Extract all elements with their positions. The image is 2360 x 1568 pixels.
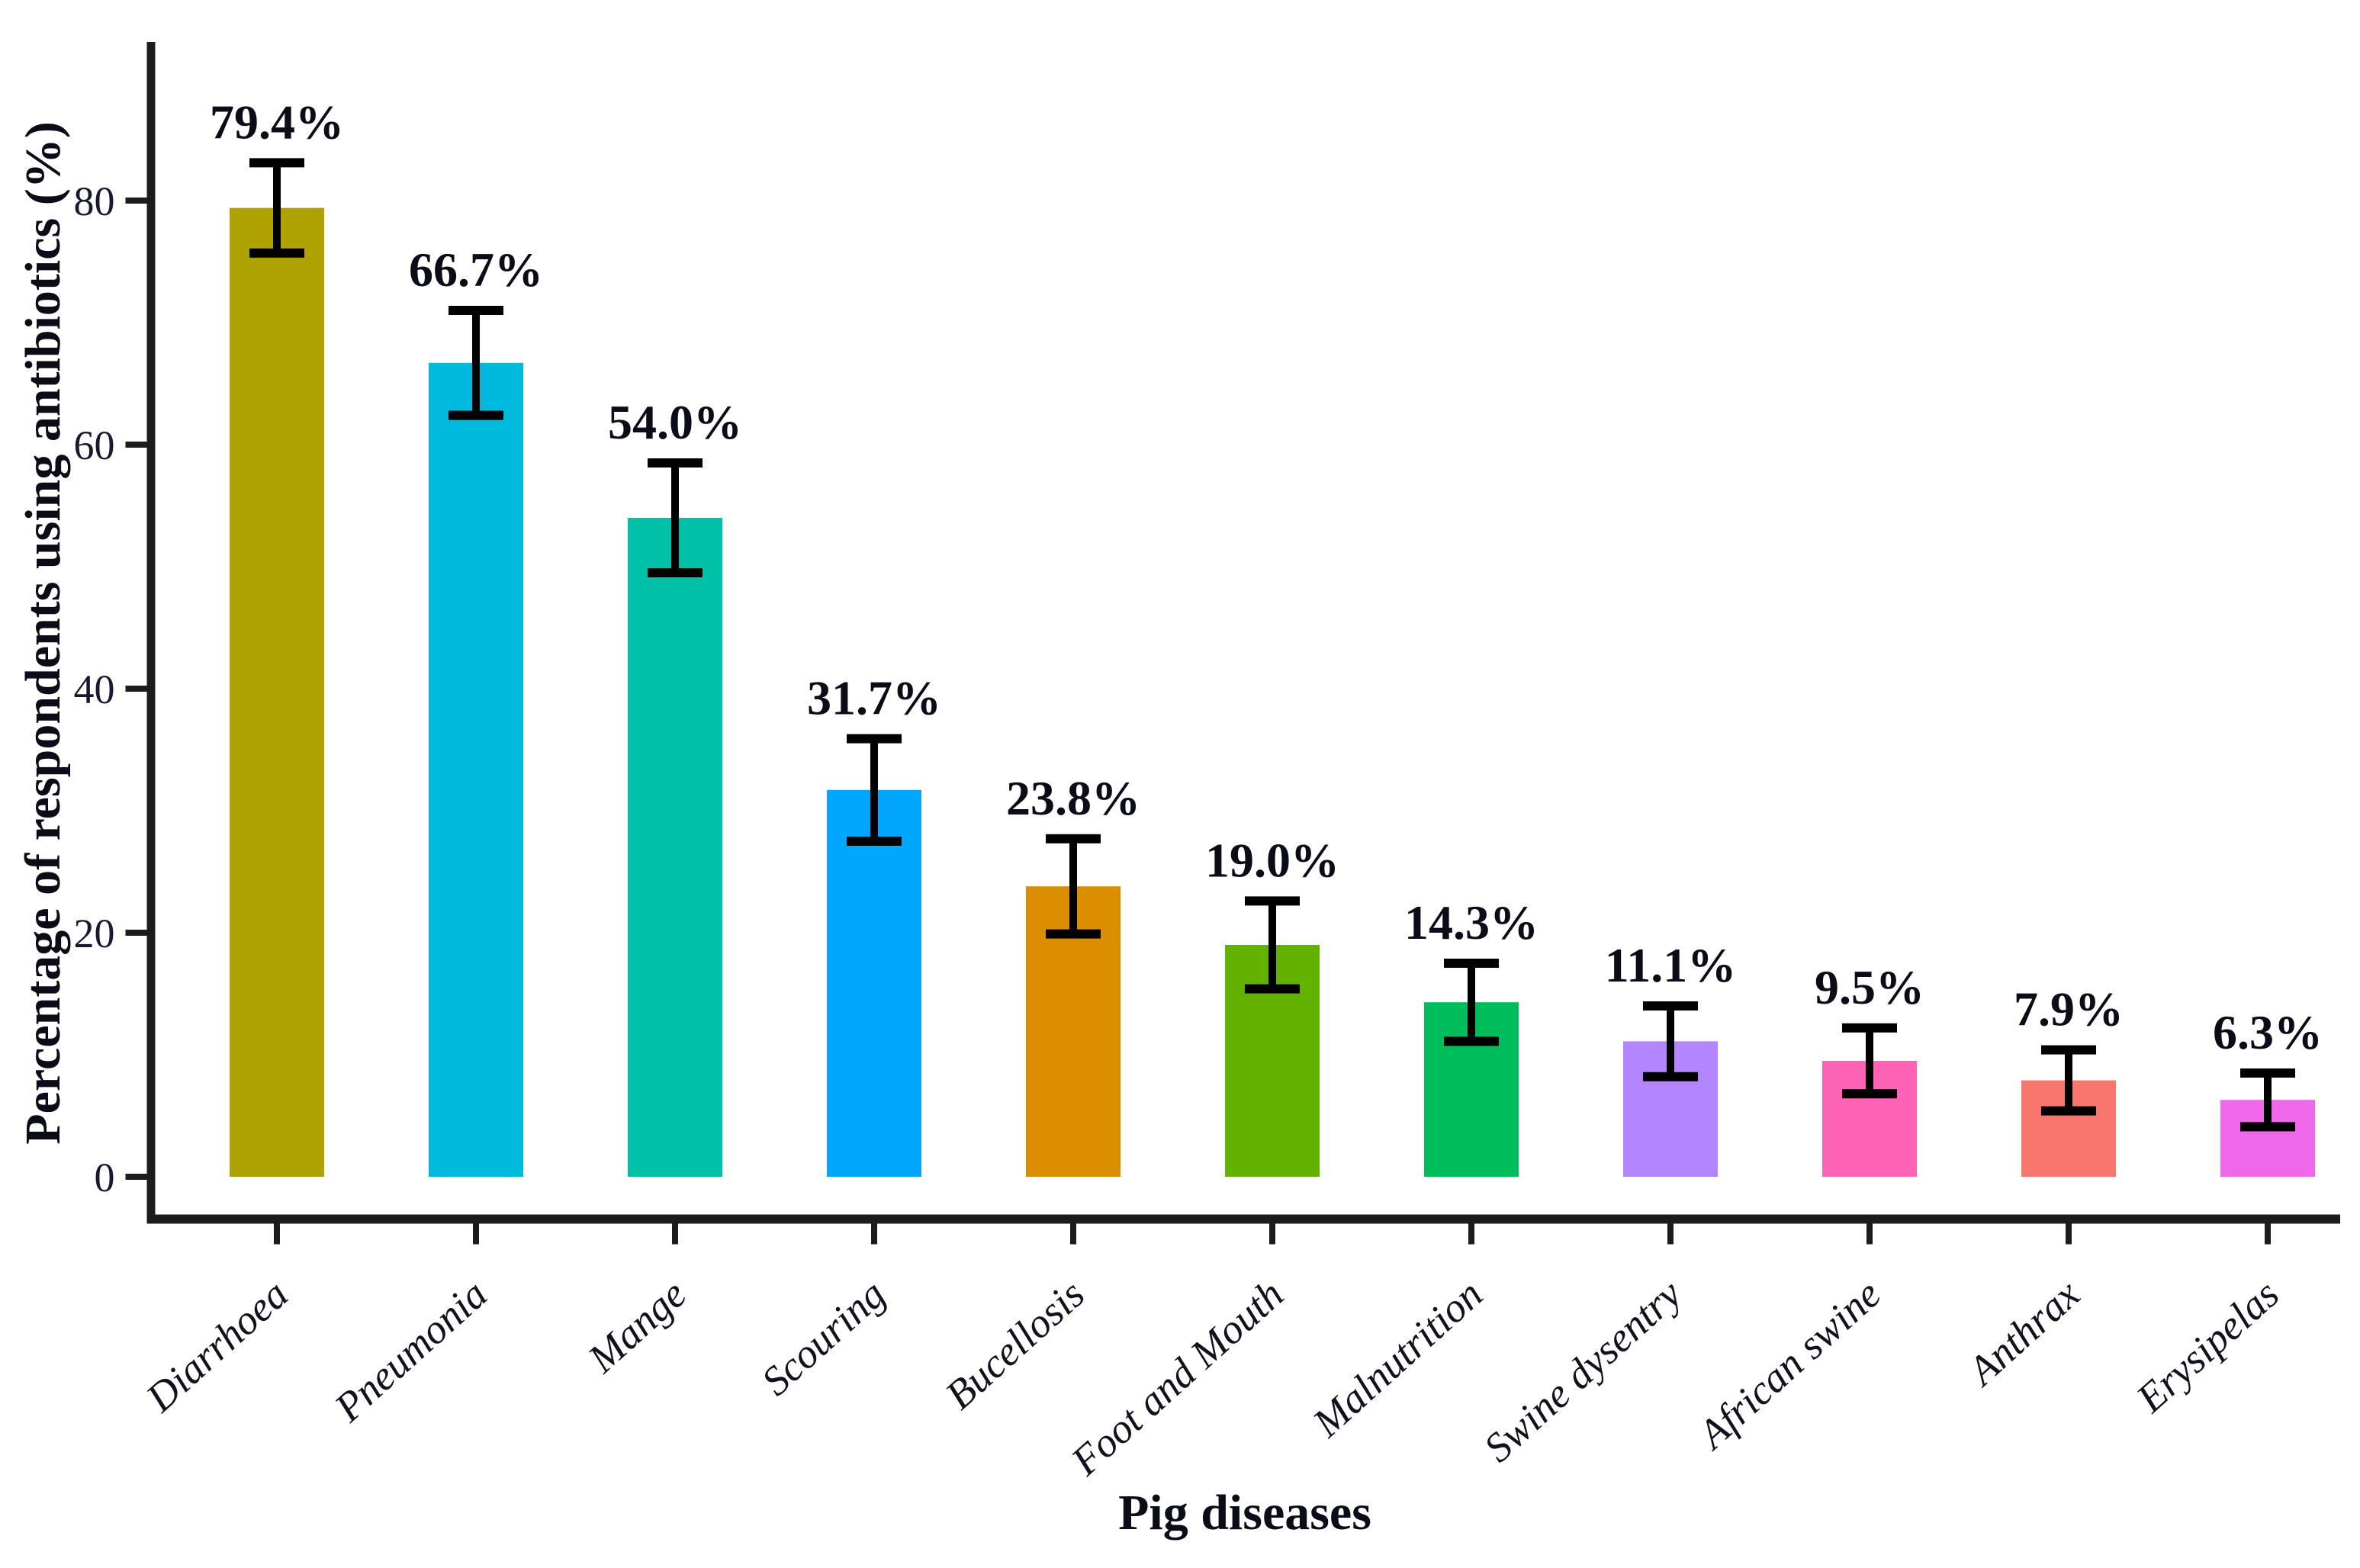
error-cap-bottom-scouring bbox=[847, 837, 902, 846]
x-category-label-pneumonia: Pneumonia bbox=[325, 1271, 496, 1431]
error-whisker-swine-dysentry bbox=[1667, 1006, 1674, 1077]
y-axis-line bbox=[146, 42, 156, 1223]
error-whisker-diarrhoea bbox=[273, 162, 281, 253]
y-axis-title: Percentage of respondents using antibiot… bbox=[15, 121, 71, 1144]
y-tick-0 bbox=[125, 1174, 147, 1180]
y-tick-label-60: 60 bbox=[74, 423, 115, 468]
error-whisker-bucellosis bbox=[1069, 838, 1077, 934]
x-axis-title: Pig diseases bbox=[1118, 1485, 1371, 1541]
y-tick-label-40: 40 bbox=[74, 667, 115, 712]
value-label-swine-dysentry: 11.1% bbox=[1605, 938, 1736, 992]
x-tick-malnutrition bbox=[1468, 1223, 1474, 1245]
error-whisker-anthrax bbox=[2065, 1049, 2072, 1111]
error-bars-layer bbox=[249, 158, 2295, 1132]
error-cap-top-erysipelas bbox=[2240, 1068, 2295, 1078]
error-cap-top-malnutrition bbox=[1444, 959, 1499, 968]
x-category-label-foot-and-mouth: Foot and Mouth bbox=[1062, 1271, 1292, 1484]
error-cap-top-mange bbox=[648, 458, 703, 468]
error-cap-top-pneumonia bbox=[449, 306, 503, 315]
value-label-mange: 54.0% bbox=[608, 395, 742, 449]
value-label-bucellosis: 23.8% bbox=[1006, 771, 1140, 825]
error-whisker-scouring bbox=[870, 738, 878, 841]
error-cap-top-swine-dysentry bbox=[1643, 1001, 1698, 1011]
value-label-anthrax: 7.9% bbox=[2014, 982, 2124, 1036]
bar-diarrhoea bbox=[230, 207, 324, 1178]
value-label-african-swine: 9.5% bbox=[1815, 960, 1924, 1014]
x-tick-african-swine bbox=[1866, 1223, 1873, 1245]
bar-pneumonia bbox=[429, 362, 523, 1177]
error-cap-bottom-diarrhoea bbox=[249, 248, 304, 258]
x-tick-pneumonia bbox=[473, 1223, 479, 1245]
x-tick-mange bbox=[672, 1223, 678, 1245]
x-category-label-erysipelas: Erysipelas bbox=[2127, 1271, 2288, 1422]
bar-mange bbox=[628, 518, 722, 1177]
error-whisker-african-swine bbox=[1866, 1027, 1873, 1094]
y-tick-label-80: 80 bbox=[74, 178, 115, 224]
x-tick-swine-dysentry bbox=[1667, 1223, 1674, 1245]
x-axis-line bbox=[146, 1214, 2340, 1224]
x-category-label-bucellosis: Bucellosis bbox=[937, 1271, 1093, 1418]
error-cap-bottom-african-swine bbox=[1842, 1089, 1897, 1099]
x-tick-diarrhoea bbox=[274, 1223, 280, 1245]
y-tick-label-20: 20 bbox=[74, 911, 115, 956]
y-tick-40 bbox=[125, 686, 147, 692]
error-cap-bottom-foot-and-mouth bbox=[1245, 984, 1300, 994]
x-category-label-mange: Mange bbox=[579, 1271, 695, 1382]
axes-layer bbox=[125, 42, 2340, 1245]
value-label-malnutrition: 14.3% bbox=[1404, 895, 1539, 949]
x-category-label-diarrhoea: Diarrhoea bbox=[137, 1271, 297, 1421]
labels-layer: 79.4% Diarrhoea 66.7% Pneumonia 54.0% Mange 31… bbox=[74, 95, 2323, 1484]
error-whisker-mange bbox=[671, 463, 679, 573]
bars-layer bbox=[230, 207, 2315, 1178]
x-category-label-anthrax: Anthrax bbox=[1957, 1271, 2088, 1395]
error-cap-bottom-mange bbox=[648, 568, 703, 577]
error-cap-bottom-bucellosis bbox=[1046, 929, 1101, 939]
error-whisker-malnutrition bbox=[1468, 963, 1475, 1042]
y-tick-label-0: 0 bbox=[95, 1155, 115, 1200]
error-cap-bottom-pneumonia bbox=[449, 410, 503, 420]
x-tick-anthrax bbox=[2066, 1223, 2072, 1245]
error-cap-top-anthrax bbox=[2041, 1045, 2096, 1055]
error-cap-top-bucellosis bbox=[1046, 834, 1101, 843]
error-cap-bottom-swine-dysentry bbox=[1643, 1072, 1698, 1081]
bar-scouring bbox=[827, 789, 921, 1177]
error-whisker-erysipelas bbox=[2264, 1073, 2272, 1127]
error-cap-bottom-anthrax bbox=[2041, 1106, 2096, 1116]
x-category-label-african-swine: African swine bbox=[1688, 1271, 1889, 1458]
x-category-label-malnutrition: Malnutrition bbox=[1304, 1271, 1491, 1446]
error-cap-top-african-swine bbox=[1842, 1023, 1897, 1033]
error-cap-bottom-malnutrition bbox=[1444, 1036, 1499, 1046]
value-label-diarrhoea: 79.4% bbox=[210, 95, 344, 149]
value-label-foot-and-mouth: 19.0% bbox=[1205, 833, 1339, 887]
error-cap-top-scouring bbox=[847, 734, 902, 744]
error-whisker-pneumonia bbox=[472, 310, 480, 416]
x-tick-foot-and-mouth bbox=[1269, 1223, 1275, 1245]
x-tick-erysipelas bbox=[2265, 1223, 2271, 1245]
y-tick-20 bbox=[125, 930, 147, 936]
error-cap-top-foot-and-mouth bbox=[1245, 896, 1300, 906]
error-whisker-foot-and-mouth bbox=[1268, 901, 1276, 989]
x-category-label-swine-dysentry: Swine dysentry bbox=[1475, 1271, 1690, 1470]
y-tick-60 bbox=[125, 442, 147, 448]
value-label-scouring: 31.7% bbox=[807, 671, 941, 725]
x-tick-scouring bbox=[871, 1223, 877, 1245]
y-tick-80 bbox=[125, 198, 147, 204]
error-cap-top-diarrhoea bbox=[249, 158, 304, 168]
x-category-label-scouring: Scouring bbox=[753, 1271, 894, 1404]
value-label-pneumonia: 66.7% bbox=[409, 243, 543, 297]
x-tick-bucellosis bbox=[1070, 1223, 1076, 1245]
error-cap-bottom-erysipelas bbox=[2240, 1122, 2295, 1132]
value-label-erysipelas: 6.3% bbox=[2213, 1005, 2323, 1059]
